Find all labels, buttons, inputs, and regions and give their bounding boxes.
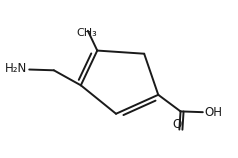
Text: OH: OH bbox=[204, 106, 222, 119]
Text: CH₃: CH₃ bbox=[76, 28, 97, 38]
Text: H₂N: H₂N bbox=[5, 62, 27, 75]
Text: O: O bbox=[172, 118, 182, 131]
